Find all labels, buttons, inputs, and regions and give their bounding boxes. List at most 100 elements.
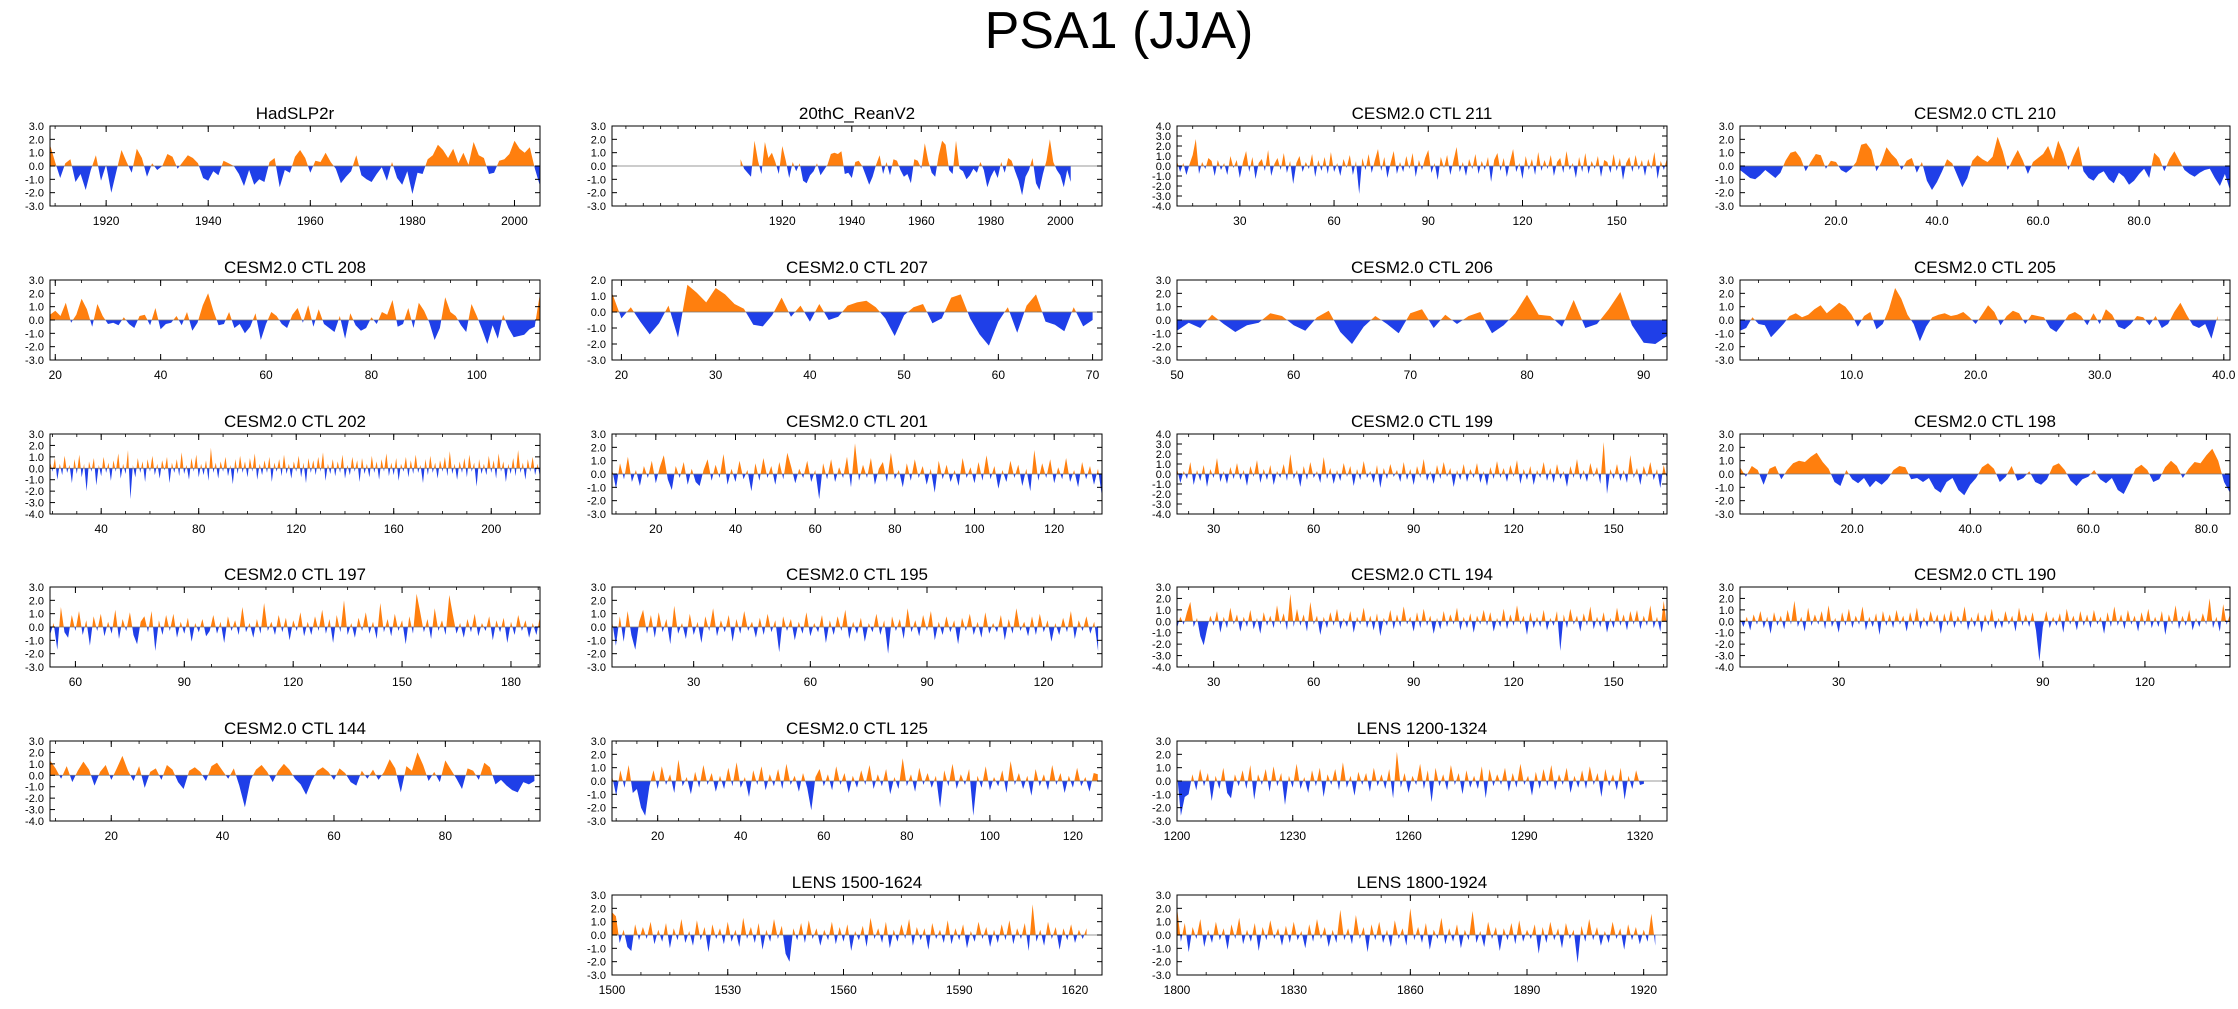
y-tick-label: -1.0 [587, 174, 606, 186]
positive-area [1740, 598, 2230, 622]
negative-area [1177, 320, 1667, 344]
x-tick-label: 30 [1233, 214, 1247, 228]
y-tick-label: 3.0 [29, 736, 44, 748]
y-tick-label: -3.0 [587, 201, 606, 213]
y-tick-label: 1.0 [29, 452, 44, 464]
y-tick-label: 2.0 [591, 903, 606, 915]
x-tick-label: 90 [1637, 368, 1651, 382]
plot-frame [1739, 586, 2231, 668]
y-tick-label: -3.0 [1715, 509, 1734, 521]
y-tick-label: -1.0 [1715, 174, 1734, 186]
y-tick-label: -3.0 [1715, 355, 1734, 367]
panel-title: CESM2.0 CTL 190 [1914, 565, 2056, 584]
y-tick-label: -1.0 [587, 323, 606, 335]
y-tick-label: 2.0 [1156, 593, 1171, 605]
negative-area [1740, 166, 2230, 190]
plot-frame [611, 279, 1103, 361]
y-tick-label: -3.0 [1152, 191, 1171, 203]
x-tick-label: 30.0 [2088, 368, 2112, 382]
x-tick-label: 30 [1207, 522, 1221, 536]
panel-title: CESM2.0 CTL 199 [1351, 412, 1493, 431]
y-tick-label: -2.0 [1715, 342, 1734, 354]
y-tick-label: 2.0 [29, 440, 44, 452]
y-tick-label: 1.0 [29, 148, 44, 160]
y-tick-label: 0.0 [1156, 616, 1171, 628]
positive-area [1177, 292, 1667, 320]
x-tick-label: 40 [154, 368, 168, 382]
x-tick-label: 60 [327, 829, 341, 843]
y-tick-label: -2.0 [1152, 489, 1171, 501]
y-tick-label: 0.0 [29, 315, 44, 327]
y-tick-label: -2.0 [25, 342, 44, 354]
positive-area [612, 443, 1102, 474]
chart-panel: CESM2.0 CTL 195 3.02.0 1.00.0-1.0 -2.0-3.0 3… [587, 565, 1103, 689]
y-tick-label: -1.0 [587, 789, 606, 801]
x-tick-label: 1290 [1511, 829, 1538, 843]
y-tick-label: 1.0 [1156, 151, 1171, 163]
y-tick-label: 2.0 [1156, 449, 1171, 461]
x-tick-label: 60 [69, 675, 83, 689]
y-tick-label: 1.0 [29, 609, 44, 621]
panel-title: 20thC_ReanV2 [799, 104, 915, 123]
y-tick-label: 2.0 [591, 749, 606, 761]
x-tick-label: 150 [392, 675, 412, 689]
x-tick-label: 80 [439, 829, 453, 843]
y-tick-label: -4.0 [25, 816, 44, 828]
y-tick-label: 2.0 [591, 595, 606, 607]
y-tick-label: 2.0 [1156, 749, 1171, 761]
chart-panel: CESM2.0 CTL 144 3.02.01.00.0-1.0-2.0-3.0-… [25, 719, 541, 843]
x-tick-label: 60 [992, 368, 1006, 382]
y-tick-label: -3.0 [25, 201, 44, 213]
x-tick-label: 1960 [297, 214, 324, 228]
y-tick-label: 1.0 [591, 291, 606, 303]
x-tick-label: 30 [687, 675, 701, 689]
x-tick-label: 40 [734, 829, 748, 843]
chart-panel: CESM2.0 CTL 211 4.03.02.01.00.0-1.0-2.0-3… [1152, 104, 1668, 228]
y-tick-label: 2.0 [1719, 288, 1734, 300]
y-tick-label: -1.0 [587, 482, 606, 494]
x-tick-label: 100 [965, 522, 985, 536]
positive-area [612, 758, 1098, 781]
x-tick-label: 1530 [714, 983, 741, 997]
negative-area [612, 781, 1098, 816]
y-tick-label: -3.0 [1715, 201, 1734, 213]
x-tick-label: 40 [729, 522, 743, 536]
y-tick-label: 4.0 [1156, 121, 1171, 133]
y-tick-label: -4.0 [25, 509, 44, 521]
x-tick-label: 60 [808, 522, 822, 536]
negative-area [50, 166, 540, 194]
x-tick-label: 1860 [1397, 983, 1424, 997]
positive-area [1177, 751, 1644, 781]
x-tick-label: 120 [2135, 675, 2155, 689]
panel-title: HadSLP2r [256, 104, 335, 123]
y-tick-label: -2.0 [1152, 957, 1171, 969]
y-tick-label: 0.0 [29, 463, 44, 475]
y-tick-label: 2.0 [1719, 593, 1734, 605]
x-tick-label: 40 [95, 522, 109, 536]
y-tick-label: -1.0 [25, 174, 44, 186]
x-tick-label: 1800 [1164, 983, 1191, 997]
panel-title: CESM2.0 CTL 194 [1351, 565, 1493, 584]
positive-area [1740, 136, 2230, 166]
y-tick-label: -4.0 [1152, 509, 1171, 521]
x-tick-label: 1920 [93, 214, 120, 228]
chart-panel: CESM2.0 CTL 190 3.02.01.00.0-1.0-2.0-3.0-… [1715, 565, 2231, 689]
y-tick-label: 2.0 [29, 134, 44, 146]
x-tick-label: 150 [1604, 675, 1624, 689]
x-tick-label: 10.0 [1840, 368, 1864, 382]
x-tick-label: 90 [1407, 522, 1421, 536]
x-tick-label: 120 [1504, 675, 1524, 689]
panel-title: CESM2.0 CTL 211 [1352, 104, 1493, 123]
x-tick-label: 1230 [1279, 829, 1306, 843]
chart-panel: CESM2.0 CTL 210 3.02.0 1.00.0-1.0 -2.0-3.0 2… [1715, 104, 2231, 228]
y-tick-label: -2.0 [587, 803, 606, 815]
x-tick-label: 120 [1504, 522, 1524, 536]
negative-area [1177, 166, 1667, 194]
x-tick-label: 60 [259, 368, 273, 382]
x-tick-label: 60 [1287, 368, 1301, 382]
x-tick-label: 20.0 [1824, 214, 1848, 228]
x-tick-label: 40 [803, 368, 817, 382]
positive-area [50, 752, 493, 776]
x-tick-label: 40.0 [1925, 214, 1949, 228]
x-tick-label: 120 [1044, 522, 1064, 536]
